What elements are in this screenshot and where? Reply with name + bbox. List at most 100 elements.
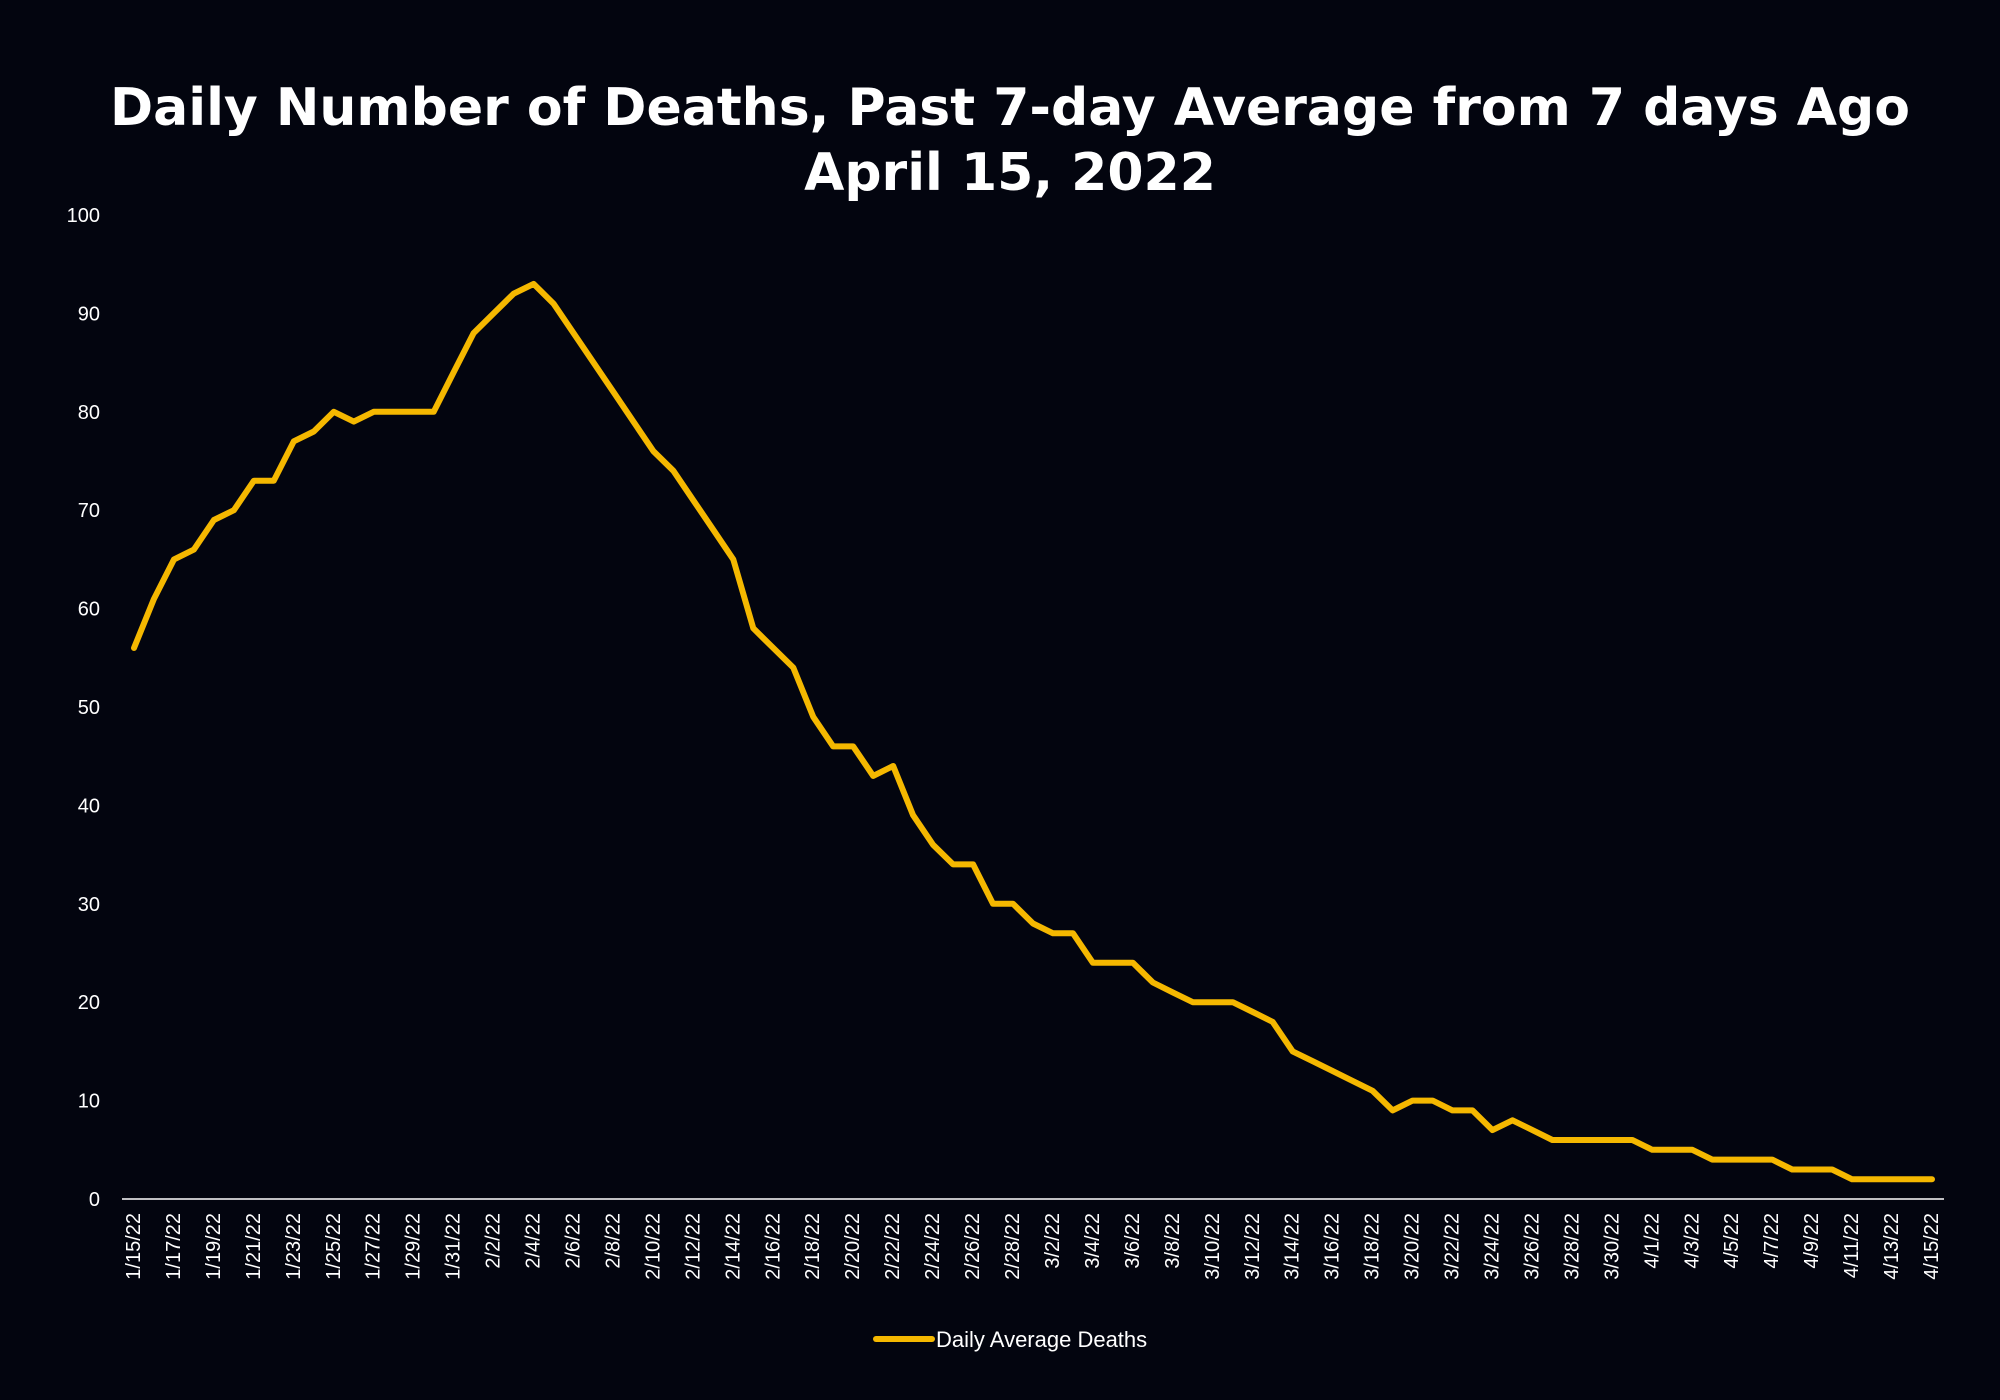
data-point — [710, 527, 716, 533]
data-point — [451, 369, 457, 375]
data-point — [1689, 1147, 1695, 1153]
data-point — [1729, 1157, 1735, 1163]
x-tick-label: 1/31/22 — [443, 1213, 465, 1280]
data-point — [1290, 1048, 1296, 1054]
data-point — [511, 291, 517, 297]
x-tick-label: 2/20/22 — [842, 1213, 864, 1280]
data-point — [970, 861, 976, 867]
data-point — [1909, 1176, 1915, 1182]
data-point — [890, 763, 896, 769]
y-axis: 0 10 20 30 40 50 60 70 80 90 100 — [67, 205, 100, 1211]
data-point — [650, 448, 656, 454]
data-point — [1470, 1107, 1476, 1113]
data-point — [1569, 1137, 1575, 1143]
x-tick-label: 3/16/22 — [1322, 1213, 1344, 1280]
x-tick-label: 2/2/22 — [483, 1213, 505, 1269]
data-point — [291, 438, 297, 444]
x-tick-label: 3/30/22 — [1601, 1213, 1623, 1280]
data-point — [1749, 1157, 1755, 1163]
data-point — [351, 419, 357, 425]
data-point — [730, 556, 736, 562]
y-tick-label: 40 — [78, 795, 100, 817]
data-point — [1609, 1137, 1615, 1143]
data-point — [1849, 1176, 1855, 1182]
x-tick-label: 1/21/22 — [243, 1213, 265, 1280]
data-point — [471, 330, 477, 336]
x-tick-label: 2/8/22 — [602, 1213, 624, 1269]
data-point — [870, 773, 876, 779]
data-point — [770, 645, 776, 651]
x-tick-label: 3/22/22 — [1442, 1213, 1464, 1280]
x-tick-label: 4/1/22 — [1641, 1213, 1663, 1269]
data-point — [990, 901, 996, 907]
data-point — [1070, 930, 1076, 936]
y-tick-label: 10 — [78, 1091, 100, 1113]
data-point — [1809, 1166, 1815, 1172]
legend: Daily Average Deaths — [873, 1327, 1147, 1352]
data-point — [1330, 1068, 1336, 1074]
x-tick-label: 3/14/22 — [1282, 1213, 1304, 1280]
x-tick-label: 2/14/22 — [722, 1213, 744, 1280]
x-tick-label: 4/11/22 — [1841, 1213, 1863, 1278]
data-point — [1789, 1166, 1795, 1172]
x-tick-label: 2/26/22 — [962, 1213, 984, 1280]
data-point — [1270, 1019, 1276, 1025]
data-point — [531, 281, 537, 287]
data-point — [171, 556, 177, 562]
x-tick-label: 4/13/22 — [1881, 1213, 1903, 1280]
data-point — [331, 409, 337, 415]
data-point — [211, 517, 217, 523]
y-tick-label: 50 — [78, 697, 100, 719]
x-tick-label: 4/15/22 — [1921, 1213, 1943, 1280]
y-tick-label: 70 — [78, 500, 100, 522]
data-point — [1150, 980, 1156, 986]
data-point — [1430, 1098, 1436, 1104]
data-point — [1250, 1009, 1256, 1015]
data-point — [610, 389, 616, 395]
y-tick-label: 90 — [78, 303, 100, 325]
x-tick-label: 3/24/22 — [1481, 1213, 1503, 1280]
x-tick-label: 3/4/22 — [1082, 1213, 1104, 1269]
data-point — [1390, 1107, 1396, 1113]
data-point — [1669, 1147, 1675, 1153]
data-point — [850, 743, 856, 749]
data-point — [1629, 1137, 1635, 1143]
x-tick-label: 2/16/22 — [762, 1213, 784, 1280]
x-tick-label: 2/18/22 — [802, 1213, 824, 1280]
y-tick-label: 20 — [78, 992, 100, 1014]
data-point — [1190, 999, 1196, 1005]
data-point — [1509, 1117, 1515, 1123]
data-point — [571, 330, 577, 336]
data-point — [411, 409, 417, 415]
data-point — [231, 507, 237, 513]
data-point — [431, 409, 437, 415]
data-point — [1529, 1127, 1535, 1133]
data-point — [1310, 1058, 1316, 1064]
data-point — [151, 596, 157, 602]
chart-title: Daily Number of Deaths, Past 7-day Avera… — [110, 78, 1910, 138]
x-tick-label: 3/26/22 — [1521, 1213, 1543, 1280]
data-point — [930, 842, 936, 848]
data-point — [590, 360, 596, 366]
data-point — [1829, 1166, 1835, 1172]
data-point — [810, 714, 816, 720]
chart-subtitle: April 15, 2022 — [804, 143, 1216, 203]
data-point — [1649, 1147, 1655, 1153]
data-point — [1709, 1157, 1715, 1163]
x-tick-label: 3/20/22 — [1402, 1213, 1424, 1280]
x-tick-label: 2/6/22 — [563, 1213, 585, 1269]
data-point — [1030, 920, 1036, 926]
data-point — [271, 478, 277, 484]
x-tick-label: 3/6/22 — [1122, 1213, 1144, 1269]
data-point — [1010, 901, 1016, 907]
data-point — [551, 301, 557, 307]
x-tick-label: 2/28/22 — [1002, 1213, 1024, 1280]
data-point — [1589, 1137, 1595, 1143]
series-line-daily-average-deaths — [131, 280, 1935, 1183]
data-point — [1370, 1088, 1376, 1094]
data-point — [670, 468, 676, 474]
data-point — [910, 812, 916, 818]
data-point — [1170, 989, 1176, 995]
